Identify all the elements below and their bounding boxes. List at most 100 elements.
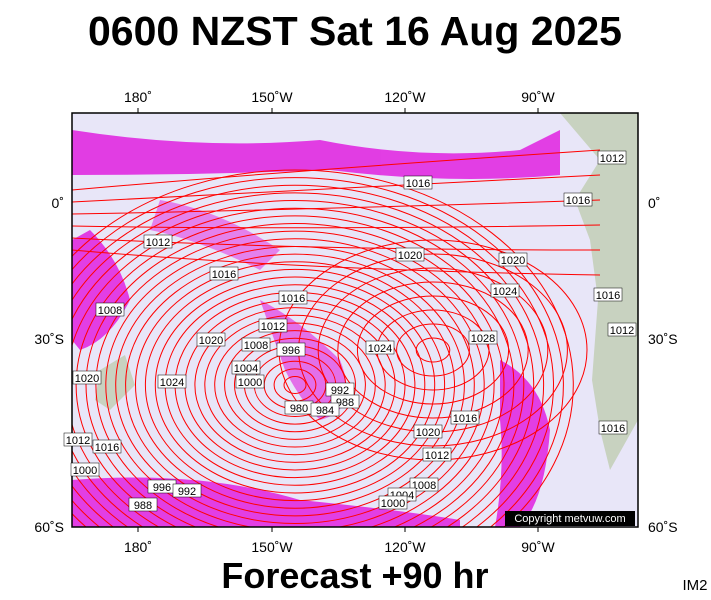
- isobar-label: 1016: [601, 423, 625, 435]
- isobar-label-box: [258, 318, 288, 333]
- isobar: [356, 295, 510, 405]
- map-area: [72, 113, 638, 527]
- isobar-label: 1020: [199, 335, 223, 347]
- isobar-label: 1012: [146, 237, 170, 249]
- isobar: [204, 314, 386, 456]
- precip: [72, 130, 560, 527]
- lat-label: 0˚: [648, 195, 660, 211]
- isobar-label-box: [231, 360, 261, 375]
- image-code: IM2: [682, 577, 707, 594]
- isobar: [194, 307, 396, 463]
- isobar: [135, 261, 455, 509]
- isobar-label: 1016: [406, 178, 430, 190]
- isobar-label: 984: [316, 405, 334, 417]
- isobar-label-box: [413, 424, 443, 439]
- isobar-label-box: [196, 332, 226, 347]
- isobar-label-box: [63, 432, 93, 447]
- isobar: [396, 323, 470, 377]
- lon-label: 150˚W: [251, 539, 293, 555]
- isobar-label: 1012: [600, 153, 624, 165]
- isobar-label: 980: [290, 403, 308, 415]
- isobar-label-box: [597, 150, 627, 165]
- isobar-label-box: [172, 483, 202, 498]
- isobar-label: 1000: [73, 465, 97, 477]
- isobar-label: 988: [336, 397, 354, 409]
- lon-label: 90˚W: [521, 539, 555, 555]
- title: 0600 NZST Sat 16 Aug 2025: [88, 8, 622, 54]
- isobars: [72, 149, 601, 527]
- lat-label: 30˚S: [34, 331, 64, 347]
- lon-label: 90˚W: [521, 89, 555, 105]
- isobar-label-box: [92, 439, 122, 454]
- isobar: [154, 276, 436, 494]
- isobar: [72, 249, 601, 276]
- isobar-label: 1012: [610, 325, 634, 337]
- isobar: [72, 200, 535, 527]
- isobar-label: 996: [153, 482, 171, 494]
- isobar: [72, 237, 601, 251]
- isobar-label-box: [409, 477, 439, 492]
- isobar-label: 1020: [398, 250, 422, 262]
- new-zealand: [95, 355, 135, 410]
- isobar-label-box: [593, 287, 623, 302]
- isobar-label-box: [157, 374, 187, 389]
- isobar-label: 992: [331, 385, 349, 397]
- isobar-label: 996: [282, 345, 300, 357]
- lon-label: 120˚W: [384, 539, 426, 555]
- isobar: [415, 337, 451, 363]
- isobar: [72, 169, 574, 527]
- isobar-label-box: [607, 322, 637, 337]
- isobar-label-box: [403, 175, 433, 190]
- isobar-label-box: [70, 462, 100, 477]
- isobar-label: 1016: [281, 293, 305, 305]
- lon-label: 180˚: [124, 539, 152, 555]
- isobar-label-box: [450, 410, 480, 425]
- isobar: [95, 230, 495, 527]
- forecast-label: Forecast +90 hr: [221, 555, 488, 596]
- isobar-label: 1024: [160, 377, 184, 389]
- isobar: [224, 330, 366, 440]
- isobar-label: 1016: [95, 442, 119, 454]
- isobar-label: 1012: [261, 321, 285, 333]
- isobar-label: 1024: [493, 286, 517, 298]
- isobar: [105, 238, 485, 527]
- isobar: [72, 174, 601, 203]
- isobar-label-box: [598, 420, 628, 435]
- lat-label: 60˚S: [648, 519, 678, 535]
- lon-label: 150˚W: [251, 89, 293, 105]
- isobar-label-box: [128, 497, 158, 512]
- isobar: [72, 149, 601, 191]
- isobar-label-box: [563, 192, 593, 207]
- isobar-label: 1020: [416, 427, 440, 439]
- isobar: [72, 184, 554, 527]
- map-frame: [71, 112, 639, 528]
- isobar-label-box: [143, 234, 173, 249]
- isobar-label-box: [365, 340, 395, 355]
- isobar-label: 1028: [471, 333, 495, 345]
- lon-label: 120˚W: [384, 89, 426, 105]
- isobar-label-box: [278, 290, 308, 305]
- lat-label: 0˚: [52, 195, 64, 211]
- isobar-label: 992: [178, 486, 196, 498]
- isobar-label: 1008: [98, 305, 122, 317]
- copyright: Copyright metvuw.com: [514, 513, 625, 525]
- lon-label: 180˚: [124, 89, 152, 105]
- isobar: [283, 376, 307, 394]
- isobar-label-box: [310, 402, 340, 417]
- isobar: [75, 215, 515, 527]
- isobar-label-box: [378, 495, 408, 510]
- isobar-label: 1000: [381, 498, 405, 510]
- isobar-label: 1016: [566, 195, 590, 207]
- isobar-label: 1000: [238, 377, 262, 389]
- isobar-label-box: [276, 342, 306, 357]
- isobar-label-box: [490, 283, 520, 298]
- isobar-label: 1008: [412, 480, 436, 492]
- isobar-label-box: [72, 370, 102, 385]
- isobar-label-box: [95, 302, 125, 317]
- isobar-label: 988: [134, 500, 152, 512]
- isobar-label-box: [241, 337, 271, 352]
- isobar: [234, 337, 356, 433]
- isobar: [337, 281, 529, 419]
- isobar: [85, 223, 505, 527]
